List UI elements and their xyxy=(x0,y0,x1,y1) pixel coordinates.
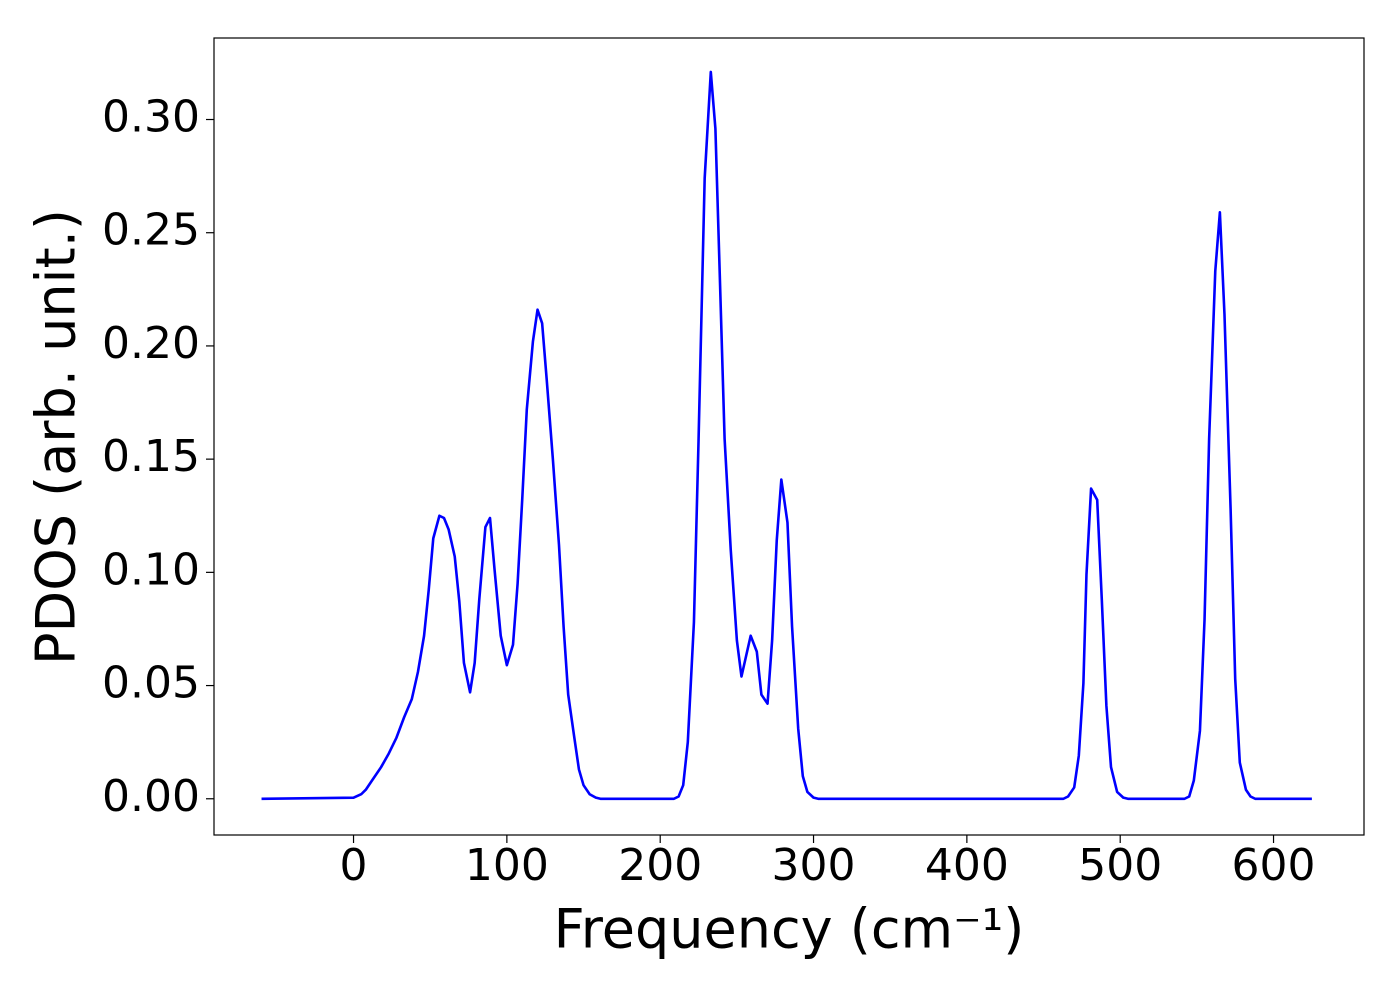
y-tick-label: 0.15 xyxy=(102,431,200,482)
x-tick-label: 500 xyxy=(1078,840,1162,891)
y-tick-label: 0.00 xyxy=(102,771,200,822)
plot-frame xyxy=(213,37,1365,836)
y-axis-label: PDOS (arb. unit.) xyxy=(25,209,88,665)
x-tick-label: 0 xyxy=(340,840,368,891)
y-tick-label: 0.10 xyxy=(102,544,200,595)
x-tick-label: 100 xyxy=(465,840,549,891)
data-line xyxy=(261,70,1312,801)
x-tick-label: 400 xyxy=(925,840,1009,891)
y-tick-label: 0.05 xyxy=(102,658,200,709)
y-tick-label: 0.30 xyxy=(102,92,200,143)
y-tick-label: 0.25 xyxy=(102,205,200,256)
x-tick-label: 600 xyxy=(1232,840,1316,891)
x-tick-label: 300 xyxy=(772,840,856,891)
x-axis-label: Frequency (cm⁻¹) xyxy=(554,898,1025,961)
x-tick-label: 200 xyxy=(618,840,702,891)
y-tick-label: 0.20 xyxy=(102,318,200,369)
